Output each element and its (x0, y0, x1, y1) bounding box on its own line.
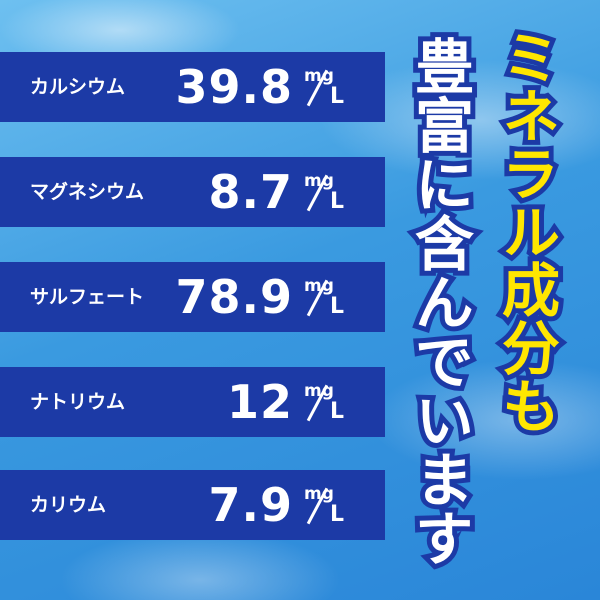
unit-bottom: L (330, 189, 345, 214)
unit-bottom: L (330, 294, 345, 319)
mineral-row: サルフェート 78.9 mg L (0, 262, 385, 332)
mineral-row: カルシウム 39.8 mg L (0, 52, 385, 122)
mineral-name: マグネシウム (30, 181, 145, 203)
mineral-name: ナトリウム (30, 391, 126, 413)
mineral-value: 78.9 (175, 270, 293, 324)
unit-bottom: L (330, 84, 345, 109)
unit-bottom: L (330, 399, 345, 424)
mineral-row: カリウム 7.9 mg L (0, 470, 385, 540)
mineral-value: 7.9 (208, 478, 293, 532)
unit-bottom: L (330, 502, 345, 527)
unit: mg L (300, 274, 350, 320)
unit: mg L (300, 64, 350, 110)
mineral-name: カルシウム (30, 76, 126, 98)
mineral-name: サルフェート (30, 286, 145, 308)
mineral-name: カリウム (30, 494, 107, 516)
mineral-row: ナトリウム 12 mg L (0, 367, 385, 437)
mineral-row: マグネシウム 8.7 mg L (0, 157, 385, 227)
unit: mg L (300, 482, 350, 528)
unit: mg L (300, 379, 350, 425)
unit: mg L (300, 169, 350, 215)
headline-first: ミネラル成分も (487, 23, 565, 439)
mineral-value: 8.7 (208, 165, 293, 219)
mineral-value: 39.8 (175, 60, 293, 114)
mineral-value: 12 (226, 375, 293, 429)
headline-second: 豊富に含んでいます (400, 31, 479, 572)
